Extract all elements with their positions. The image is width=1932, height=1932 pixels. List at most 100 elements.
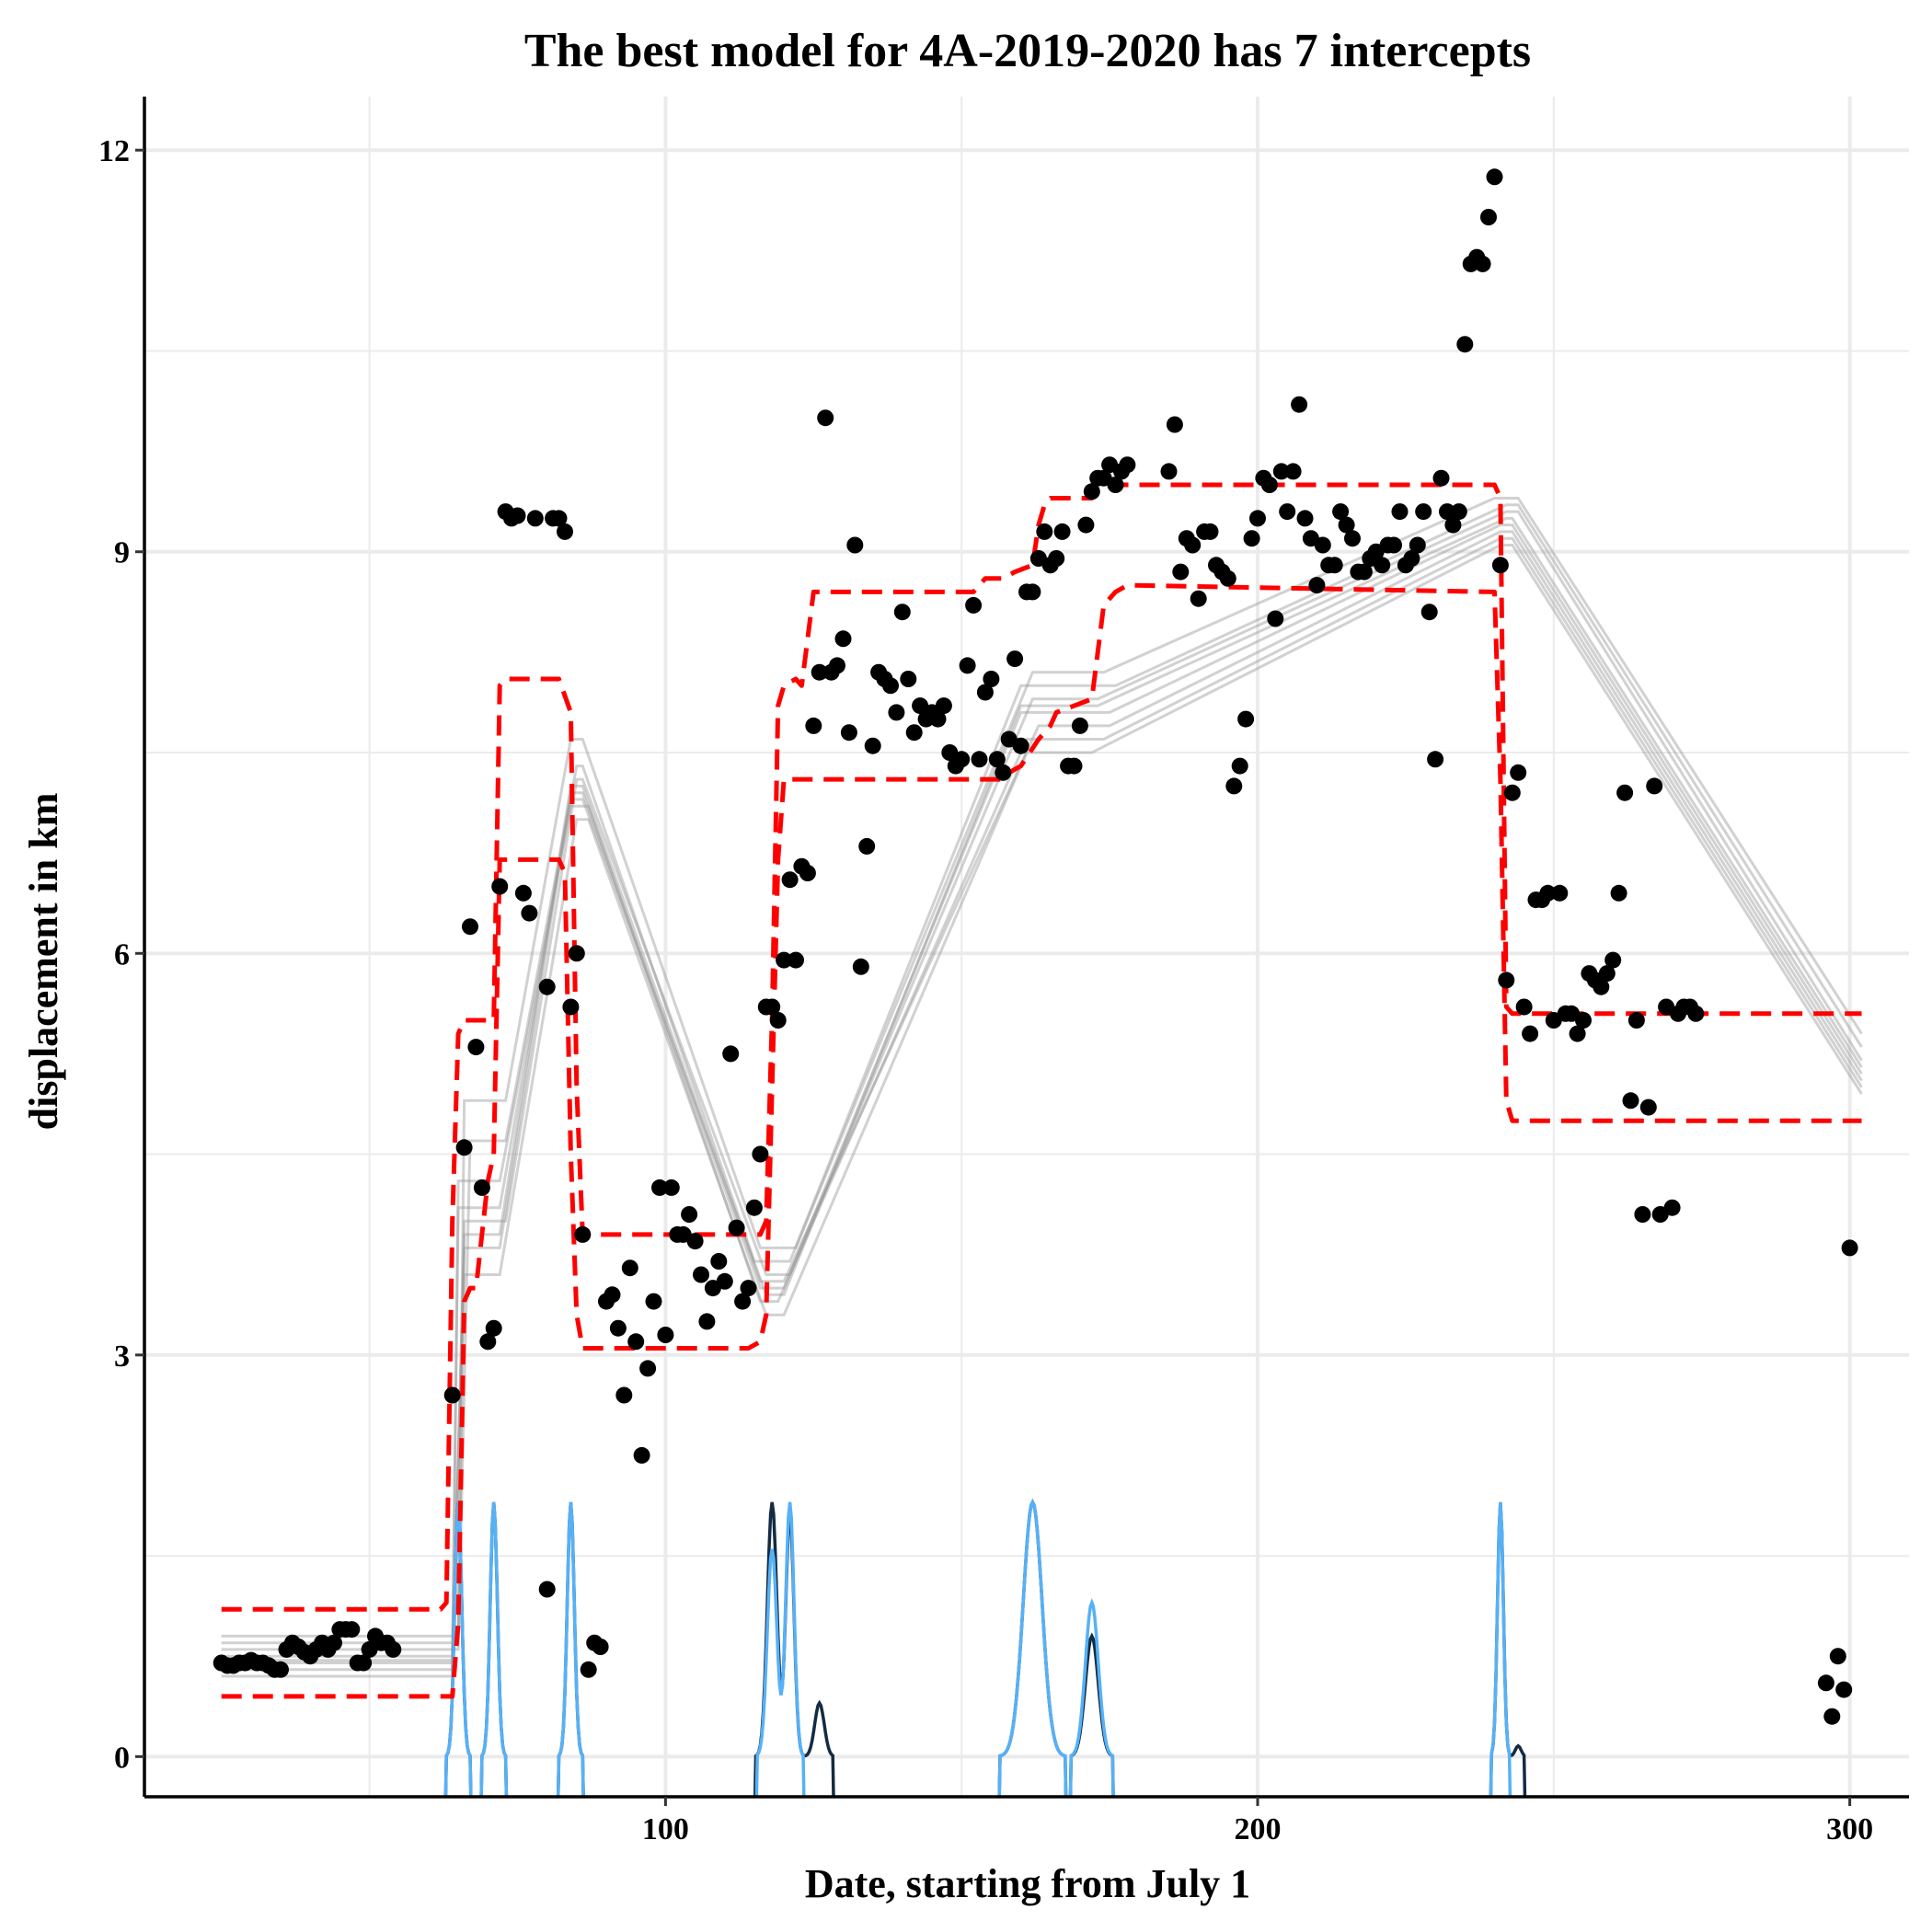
data-point [473,1179,490,1196]
fit-line [221,530,1863,1678]
data-point [935,697,952,715]
data-point [1598,965,1616,983]
data-point [1267,610,1284,627]
data-point [1593,978,1610,995]
data-point [615,1386,633,1404]
data-point [893,604,911,621]
data-point [1480,209,1497,225]
fit-line [221,503,1863,1645]
x-tick-label: 200 [1235,1812,1282,1846]
data-point [568,945,585,962]
data-point [776,951,793,969]
ci-upper-line [221,482,1862,1612]
data-point [1835,1681,1853,1698]
data-point [355,1654,373,1672]
data-point [1386,536,1402,554]
data-point [1551,884,1569,902]
data-point [1627,1012,1645,1029]
data-point [1646,777,1663,795]
data-point [343,1621,361,1639]
data-point [514,884,532,902]
data-point [550,510,568,527]
data-point [988,751,1006,768]
data-point [1575,1012,1592,1029]
data-point [1272,463,1290,480]
data-point [1391,503,1409,521]
data-point [1077,516,1095,534]
data-point [1006,650,1024,668]
data-point [1841,1239,1858,1257]
data-point [662,1179,680,1196]
data-point [1456,336,1474,353]
x-tick-label: 300 [1826,1812,1873,1846]
data-point [1374,557,1391,574]
data-point [509,507,526,524]
data-point [965,596,983,614]
data-point [538,978,556,995]
data-point [1604,951,1622,969]
data-point [1083,483,1100,500]
y-tick-label: 12 [98,134,130,168]
data-point [1474,255,1491,272]
data-point [1491,557,1509,574]
data-point [1260,477,1278,493]
data-point [485,1319,502,1337]
data-point [734,1293,752,1310]
data-point [1498,972,1515,989]
data-point [1687,1005,1705,1022]
data-point [681,1206,698,1223]
data-point [1427,751,1444,768]
data-point [805,717,822,734]
data-point [953,751,971,768]
data-point [385,1640,402,1658]
y-axis-label: displacement in km [21,793,66,1131]
data-point [1344,530,1361,547]
data-point [1202,523,1219,540]
data-point [633,1446,650,1464]
data-point [1622,1092,1639,1110]
data-point [722,1045,740,1063]
data-point [1231,757,1248,775]
data-point [1314,536,1331,554]
fit-line [221,536,1863,1672]
data-point [1616,784,1634,801]
density-curve [443,1498,1512,1797]
data-point [443,1386,461,1404]
ci-lower-line [221,582,1862,1699]
data-point [1510,764,1527,781]
y-tick-label: 3 [114,1340,130,1374]
data-point [900,671,917,687]
data-point [1237,710,1255,728]
plot-area: 100 200 300 0 3 6 9 12 [98,97,1909,1846]
data-point [888,704,905,721]
data-point [1486,168,1503,186]
data-point [781,871,799,889]
data-point [745,1199,763,1216]
data-point [645,1293,662,1310]
data-point [1071,717,1088,734]
data-point [983,671,1000,687]
data-point [788,951,804,969]
data-point [557,523,573,540]
data-point [574,1225,592,1243]
data-point [710,1253,728,1270]
data-point [1012,737,1029,754]
data-point [959,657,976,674]
data-point [1036,523,1053,540]
chart-title: The best model for 4A-2019-2020 has 7 in… [524,25,1531,77]
data-point [1634,1206,1651,1223]
data-point [698,1313,716,1330]
data-point [811,663,828,681]
data-point [1569,1025,1586,1042]
data-point [604,1286,621,1304]
data-point [521,904,538,922]
data-point [592,1639,609,1655]
data-point [1444,516,1462,534]
y-tick-label: 9 [114,536,130,570]
density-curve [443,1498,1527,1797]
data-point [1053,523,1071,540]
data-point [1663,1199,1681,1216]
data-point [693,1266,709,1283]
data-point [1024,583,1041,601]
